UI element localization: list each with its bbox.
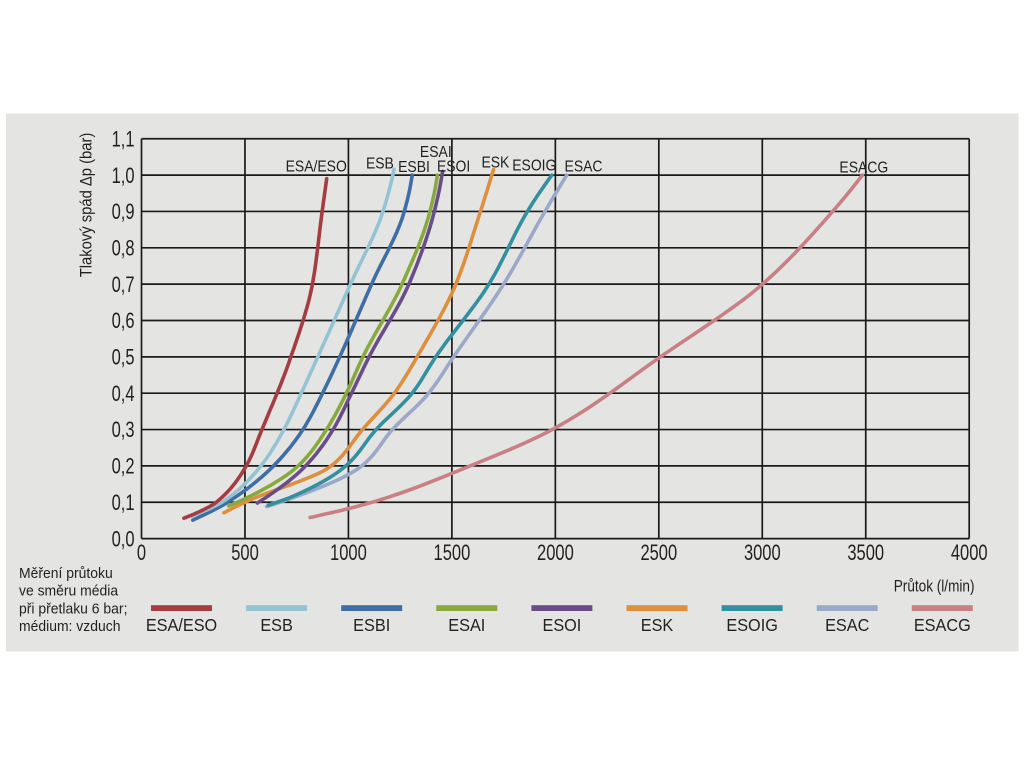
- svg-text:Měření průtoku: Měření průtoku: [19, 566, 113, 583]
- svg-text:ESK: ESK: [641, 615, 674, 635]
- svg-text:ESAI: ESAI: [448, 615, 485, 635]
- svg-text:3000: 3000: [744, 541, 781, 566]
- svg-text:2500: 2500: [640, 541, 677, 566]
- svg-text:0: 0: [137, 541, 146, 566]
- svg-text:0,5: 0,5: [112, 345, 135, 370]
- svg-text:ESB: ESB: [366, 156, 394, 173]
- svg-text:0,6: 0,6: [112, 309, 135, 334]
- svg-text:0,7: 0,7: [112, 273, 135, 298]
- svg-text:ESK: ESK: [481, 155, 509, 172]
- svg-text:ESAI: ESAI: [420, 144, 452, 161]
- svg-text:2000: 2000: [537, 541, 574, 566]
- svg-text:0,9: 0,9: [112, 200, 135, 225]
- svg-text:ve směru média: ve směru média: [19, 583, 119, 600]
- svg-text:ESA/ESO: ESA/ESO: [146, 615, 217, 635]
- svg-text:ESOIG: ESOIG: [512, 158, 556, 175]
- svg-text:ESOI: ESOI: [437, 159, 470, 176]
- svg-text:1,1: 1,1: [112, 127, 135, 152]
- svg-text:1000: 1000: [330, 541, 367, 566]
- svg-text:ESA/ESO: ESA/ESO: [286, 159, 347, 176]
- svg-text:ESBI: ESBI: [398, 159, 430, 176]
- svg-text:ESBI: ESBI: [353, 615, 390, 635]
- svg-text:ESACG: ESACG: [839, 160, 888, 177]
- svg-text:ESOI: ESOI: [542, 615, 581, 635]
- svg-text:ESAC: ESAC: [825, 615, 869, 635]
- svg-text:0,2: 0,2: [112, 454, 135, 479]
- svg-text:Tlakový spád Δp (bar): Tlakový spád Δp (bar): [78, 133, 96, 278]
- svg-text:ESAC: ESAC: [565, 159, 603, 176]
- svg-text:1500: 1500: [434, 541, 471, 566]
- svg-text:4000: 4000: [951, 541, 988, 566]
- svg-text:médium: vzduch: médium: vzduch: [19, 619, 120, 636]
- svg-text:0,8: 0,8: [112, 236, 135, 261]
- svg-text:0,0: 0,0: [112, 527, 135, 552]
- svg-text:1,0: 1,0: [112, 164, 135, 189]
- svg-text:3500: 3500: [847, 541, 884, 566]
- svg-text:při přetlaku 6 bar;: při přetlaku 6 bar;: [19, 601, 127, 618]
- svg-text:500: 500: [231, 541, 259, 566]
- svg-text:Průtok (l/min): Průtok (l/min): [894, 577, 975, 596]
- svg-text:0,3: 0,3: [112, 418, 135, 443]
- svg-text:ESACG: ESACG: [914, 615, 971, 635]
- svg-text:0,4: 0,4: [112, 382, 135, 407]
- svg-text:ESB: ESB: [260, 615, 293, 635]
- svg-text:ESOIG: ESOIG: [726, 615, 777, 635]
- svg-text:0,1: 0,1: [112, 491, 135, 516]
